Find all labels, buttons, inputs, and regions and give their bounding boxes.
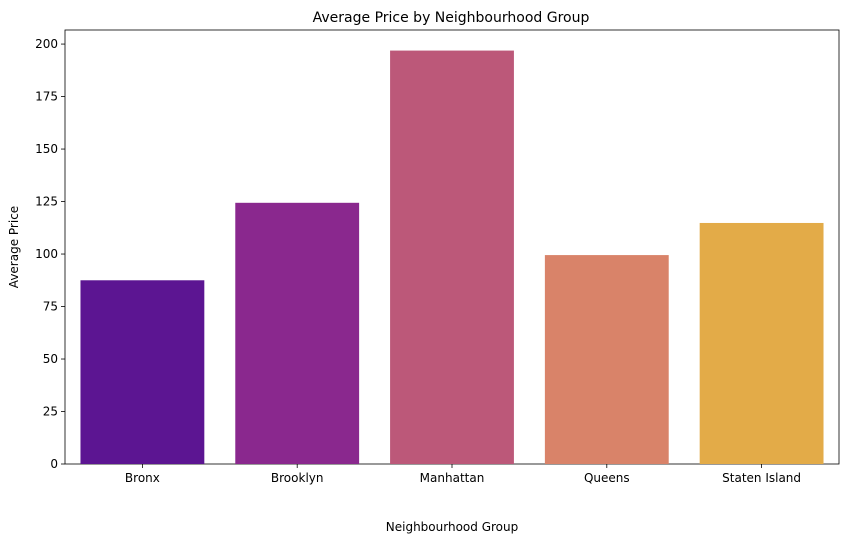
- y-tick-label: 200: [35, 37, 58, 51]
- x-tick-label: Staten Island: [722, 471, 801, 485]
- x-tick-label: Bronx: [125, 471, 160, 485]
- x-tick-label: Manhattan: [420, 471, 485, 485]
- x-tick-label: Brooklyn: [271, 471, 324, 485]
- y-axis: 0 25 50 75 100 125 150 175 200: [35, 37, 65, 471]
- bar-manhattan: [390, 50, 514, 464]
- bar-queens: [544, 255, 669, 464]
- x-tick-label: Queens: [584, 471, 630, 485]
- x-axis: Bronx Brooklyn Manhattan Queens Staten Islan…: [125, 464, 801, 485]
- bar-staten-island: [699, 222, 824, 464]
- y-tick-label: 25: [43, 405, 58, 419]
- plot-area: 0 25 50 75 100 125 150 175 200 Bronx Brooklyn Manh…: [35, 29, 840, 485]
- chart-title: Average Price by Neighbourhood Group: [313, 10, 590, 26]
- y-axis-label: Average Price: [7, 206, 21, 288]
- x-axis-label: Neighbourhood Group: [386, 520, 518, 534]
- bar-brooklyn: [235, 202, 360, 464]
- y-tick-label: 175: [35, 90, 58, 104]
- y-tick-label: 100: [35, 247, 58, 261]
- bar-bronx: [80, 280, 205, 464]
- y-tick-label: 0: [50, 457, 58, 471]
- y-tick-label: 125: [35, 195, 58, 209]
- y-tick-label: 50: [43, 352, 58, 366]
- y-tick-label: 75: [43, 300, 58, 314]
- y-tick-label: 150: [35, 142, 58, 156]
- bars: [80, 50, 824, 464]
